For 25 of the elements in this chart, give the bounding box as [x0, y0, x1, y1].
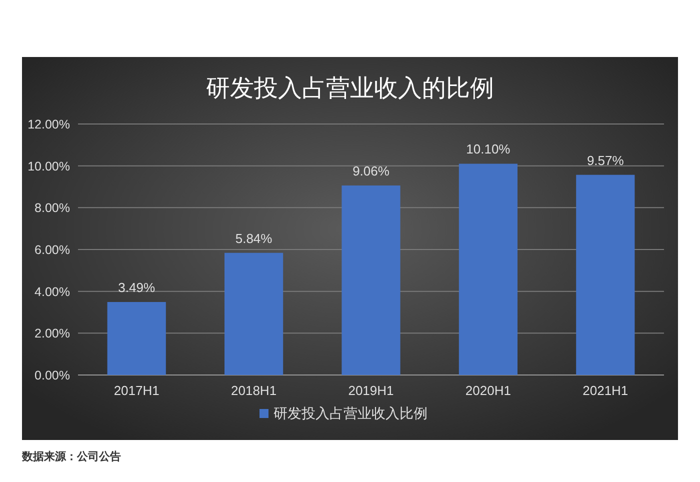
bar	[342, 185, 400, 375]
bar	[576, 174, 635, 375]
y-tick-label: 10.00%	[28, 159, 70, 174]
data-label: 3.49%	[118, 280, 156, 295]
bar	[224, 252, 284, 375]
y-tick-label: 0.00%	[34, 368, 70, 382]
data-label: 9.06%	[352, 163, 390, 178]
x-tick-label: 2018H1	[231, 383, 277, 398]
y-tick-label: 4.00%	[34, 284, 70, 299]
data-label: 9.57%	[586, 152, 624, 168]
x-tick-label: 2019H1	[348, 383, 394, 398]
data-label: 5.84%	[235, 230, 273, 246]
x-tick-label: 2021H1	[582, 383, 628, 398]
bar	[458, 164, 518, 375]
legend: 研发投入占营业收入比例	[260, 405, 428, 421]
y-tick-label: 6.00%	[34, 243, 70, 257]
bar	[107, 302, 166, 375]
chart-title: 研发投入占营业收入的比例	[206, 75, 494, 102]
y-tick-label: 8.00%	[34, 201, 70, 216]
data-label: 10.10%	[466, 142, 511, 157]
source-note: 数据来源：公司公告	[21, 450, 121, 463]
y-tick-label: 12.00%	[28, 118, 70, 132]
x-tick-label: 2017H1	[114, 383, 160, 398]
y-tick-label: 2.00%	[34, 326, 70, 341]
x-tick-label: 2020H1	[465, 383, 511, 398]
